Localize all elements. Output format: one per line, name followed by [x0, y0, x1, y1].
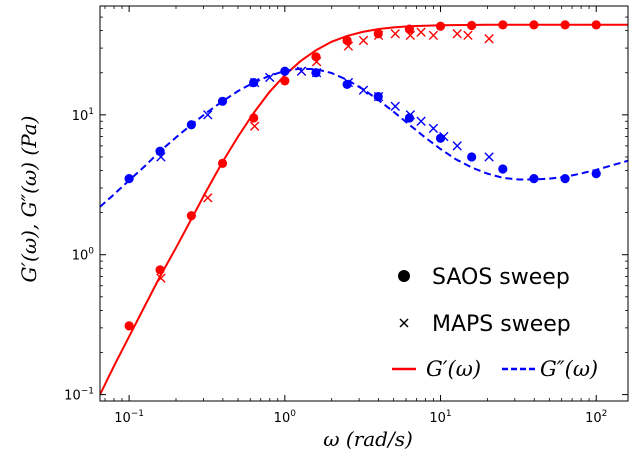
maps-point	[156, 273, 166, 283]
maps-point	[463, 30, 473, 41]
saos-point	[280, 76, 290, 86]
maps-point	[416, 116, 426, 126]
saos-point	[186, 120, 196, 130]
saos-point	[560, 20, 570, 30]
maps-point	[373, 91, 384, 102]
legend-dot-marker	[398, 270, 410, 282]
maps-point	[343, 77, 354, 88]
saos-point	[217, 158, 228, 168]
legend-item-g-loss: G″(ω)	[502, 357, 598, 381]
maps-point	[390, 29, 400, 39]
saos-point	[186, 211, 196, 221]
maps-point	[311, 56, 322, 67]
maps-point	[203, 110, 213, 120]
saos-point	[591, 169, 601, 179]
saos-point	[498, 164, 508, 174]
saos-point	[498, 20, 508, 30]
saos-point	[249, 113, 259, 123]
maps-point	[428, 30, 439, 41]
saos-point	[155, 265, 165, 275]
data-points	[124, 20, 601, 331]
y-tick-label: 10−1	[64, 387, 94, 404]
maps-point	[484, 152, 494, 162]
maps-point	[203, 193, 213, 203]
y-axis-label: G′(ω), G″(ω) (Pa)	[17, 116, 41, 283]
legend-item-saos: SAOS sweep	[398, 265, 570, 290]
saos-point	[124, 321, 134, 331]
x-tick-label: 100	[274, 409, 297, 426]
saos-point	[280, 66, 290, 76]
maps-point	[373, 30, 384, 41]
saos-point	[529, 20, 539, 30]
saos-point	[435, 21, 446, 31]
saos-point	[560, 174, 570, 184]
x-axis-label: ω (rad/s)	[323, 427, 413, 451]
legend-label: SAOS sweep	[432, 265, 570, 290]
maps-point	[452, 29, 462, 39]
saos-point	[467, 152, 477, 162]
legend-label: G″(ω)	[540, 357, 598, 381]
saos-point	[467, 20, 477, 31]
saos-point	[591, 20, 601, 30]
maps-point	[484, 34, 494, 44]
x-tick-label: 102	[585, 409, 607, 426]
legend-label: MAPS sweep	[432, 312, 571, 337]
saos-point	[373, 29, 383, 39]
maps-point	[390, 101, 400, 112]
maps-point	[358, 35, 369, 46]
maps-point	[405, 30, 416, 41]
maps-point	[249, 121, 260, 131]
maps-point	[265, 72, 275, 83]
fit-lines	[100, 23, 628, 396]
maps-point	[439, 131, 449, 142]
saos-point	[529, 174, 539, 184]
y-tick-label: 101	[72, 107, 94, 124]
saos-point	[435, 133, 446, 143]
maps-point	[428, 123, 439, 134]
maps-point	[296, 66, 307, 76]
maps-point	[405, 110, 416, 120]
y-tick-label: 100	[72, 247, 95, 264]
maps-point	[358, 85, 369, 95]
legend-label: G′(ω)	[426, 357, 481, 381]
legend-x-marker	[399, 318, 409, 328]
maps-point	[156, 152, 166, 162]
maps-point	[311, 68, 322, 78]
plot-frame	[99, 5, 629, 402]
saos-point	[124, 174, 134, 184]
x-tick-label: 10−1	[114, 409, 144, 426]
legend-item-g-storage: G′(ω)	[392, 357, 481, 381]
maps-point	[343, 41, 354, 51]
saos-point	[217, 96, 228, 106]
maps-point	[416, 27, 426, 37]
maps-point	[452, 141, 462, 151]
maps-point	[249, 77, 260, 88]
x-tick-label: 101	[429, 409, 451, 426]
legend-item-maps: MAPS sweep	[399, 312, 571, 337]
legend: SAOS sweep MAPS sweep G′(ω) G″(ω)	[392, 265, 598, 381]
g-storage-curve	[100, 23, 628, 396]
